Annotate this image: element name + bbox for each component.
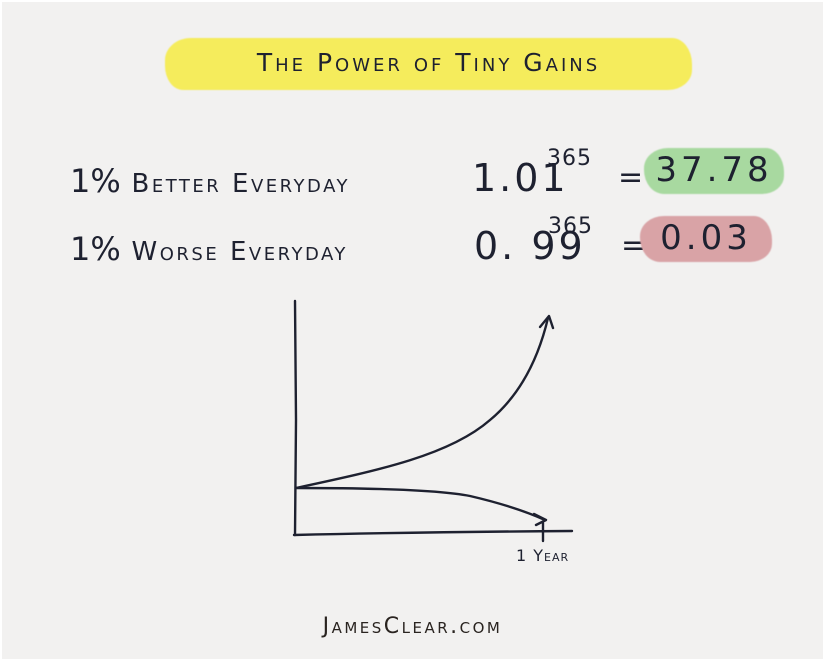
row-better: 1% Better Everyday 1.01 365 = 37.78 — [70, 146, 790, 204]
base-value: 0. 99 — [474, 224, 586, 268]
result-value: 0.03 — [660, 218, 752, 258]
worse-curve — [294, 486, 547, 522]
title-highlight — [165, 38, 692, 90]
result-worse: 0.03 — [640, 216, 772, 262]
base-value: 1.01 — [472, 156, 569, 200]
worse-label: 1% Worse Everyday — [70, 230, 348, 268]
title-banner: The Power of Tiny Gains — [165, 38, 692, 90]
y-axis — [293, 299, 298, 537]
percent-value: 1% — [70, 162, 121, 200]
row-label: Worse Everyday — [131, 237, 348, 267]
equals-sign: = — [618, 160, 646, 195]
pink-highlight — [640, 216, 772, 262]
result-better: 37.78 — [644, 148, 784, 194]
percent-value: 1% — [70, 230, 121, 268]
row-worse: 1% Worse Everyday 0. 99 365 = 0.03 — [70, 214, 790, 272]
x-axis — [292, 529, 574, 537]
exponent: 365 — [547, 146, 592, 171]
green-highlight — [644, 148, 784, 194]
row-label: Better Everyday — [131, 169, 350, 199]
result-value: 37.78 — [655, 150, 773, 190]
x-tick-label: 1 Year — [516, 546, 570, 565]
better-curve — [294, 316, 550, 490]
better-label: 1% Better Everyday — [70, 162, 350, 200]
worse-arrowhead — [532, 512, 548, 527]
better-arrowhead — [538, 314, 555, 330]
footer-brand: JamesClear.com — [322, 614, 503, 639]
page-title: The Power of Tiny Gains — [256, 48, 601, 77]
exponent: 365 — [548, 214, 593, 239]
